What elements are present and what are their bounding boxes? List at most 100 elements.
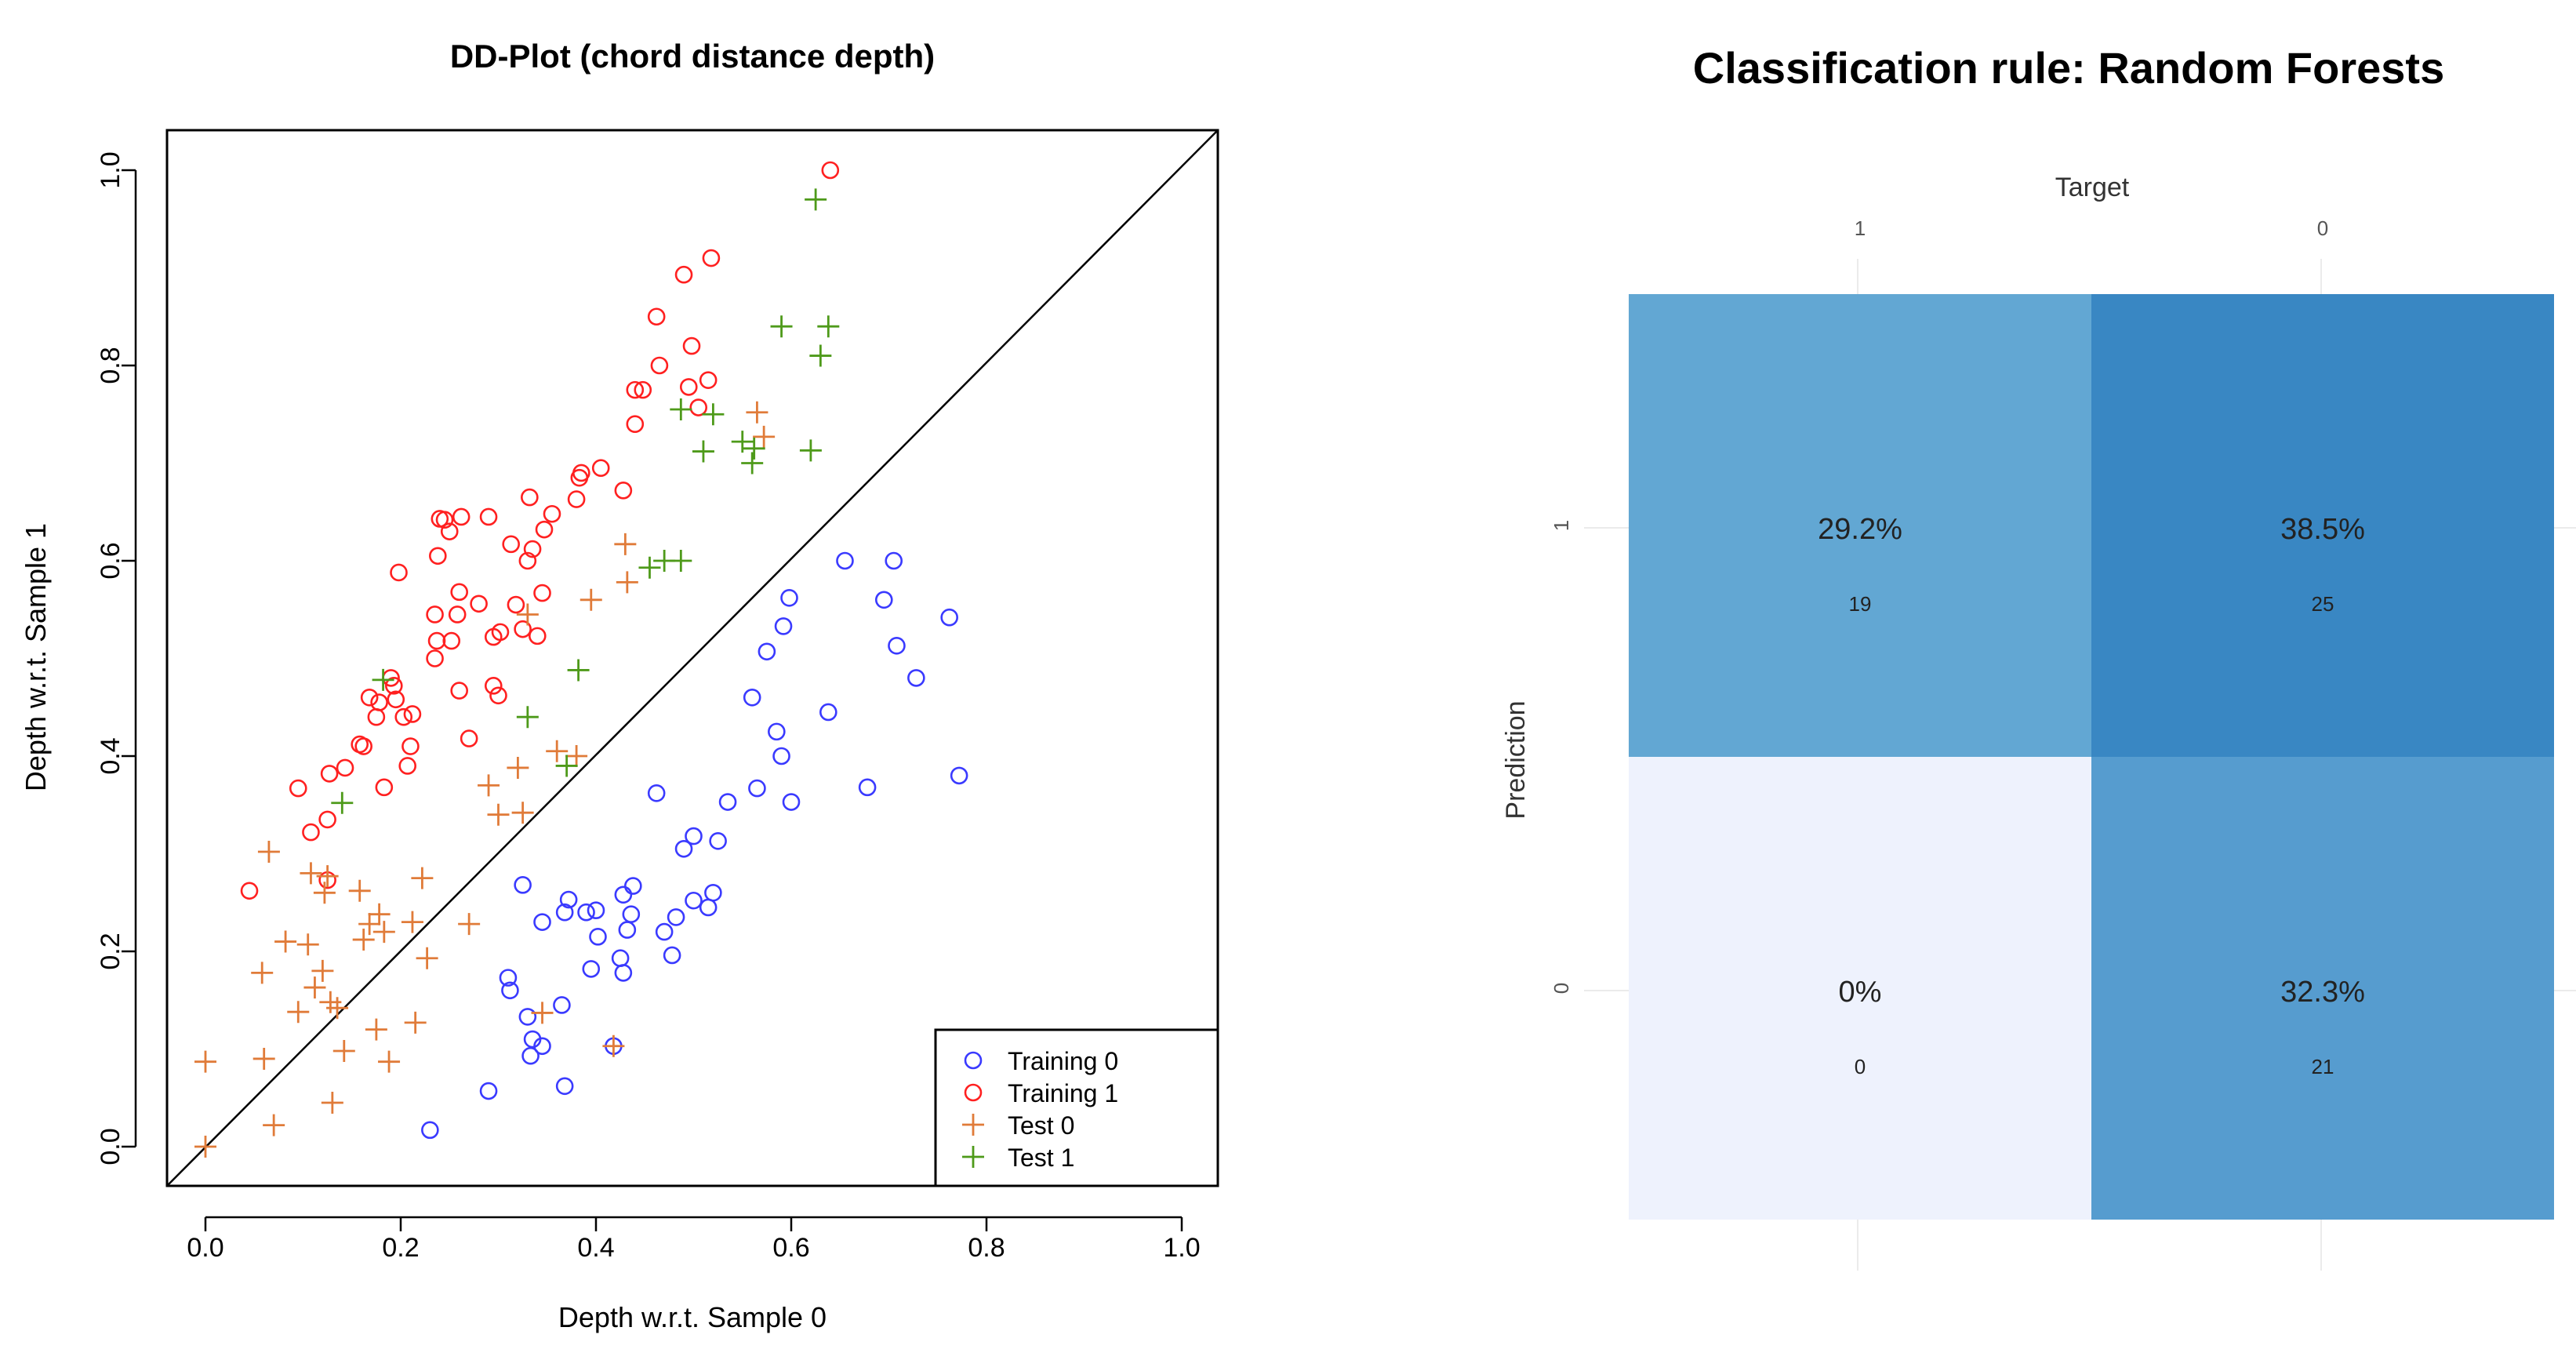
point-training-1 xyxy=(426,649,444,667)
point-training-0 xyxy=(521,1046,540,1065)
point-test-0 xyxy=(487,803,510,826)
point-training-0 xyxy=(685,891,703,910)
point-training-0 xyxy=(748,779,766,798)
point-training-1 xyxy=(502,535,520,554)
series-training-0 xyxy=(421,551,968,1140)
point-training-1 xyxy=(390,563,408,582)
point-training-0 xyxy=(499,969,518,987)
point-training-0 xyxy=(555,903,574,922)
x-tick-label: 0.6 xyxy=(772,1233,809,1263)
legend-label-training-1: Training 1 xyxy=(1008,1079,1118,1107)
point-training-1 xyxy=(674,265,693,284)
point-training-1 xyxy=(626,415,645,434)
y-tick-label: 0.0 xyxy=(96,1128,125,1165)
point-training-1 xyxy=(460,729,478,747)
cm-cell-count: 25 xyxy=(2312,592,2334,616)
point-test-1 xyxy=(770,315,793,338)
point-test-0 xyxy=(313,882,336,904)
point-test-1 xyxy=(743,437,765,460)
point-test-0 xyxy=(368,903,391,925)
point-training-1 xyxy=(634,380,652,399)
point-training-1 xyxy=(426,605,444,624)
point-test-0 xyxy=(614,533,637,555)
point-training-0 xyxy=(518,1008,537,1026)
point-test-0 xyxy=(287,1001,310,1024)
point-test-0 xyxy=(401,911,423,933)
point-test-0 xyxy=(257,841,280,864)
legend-marker-training-1 xyxy=(964,1083,983,1102)
point-test-0 xyxy=(352,929,375,951)
point-training-1 xyxy=(514,620,532,638)
scatter-points xyxy=(194,161,968,1158)
point-training-1 xyxy=(543,504,561,523)
legend-label-training-0: Training 0 xyxy=(1008,1047,1118,1075)
y-axis-label: Depth w.r.t. Sample 1 xyxy=(20,523,52,791)
point-training-0 xyxy=(624,877,642,895)
point-test-0 xyxy=(753,425,776,448)
point-test-1 xyxy=(555,754,578,777)
point-training-1 xyxy=(354,737,372,755)
point-training-1 xyxy=(367,707,386,726)
x-axis-label: Depth w.r.t. Sample 0 xyxy=(558,1301,827,1333)
point-training-0 xyxy=(501,981,519,1000)
point-training-1 xyxy=(650,356,669,375)
point-test-1 xyxy=(670,550,692,572)
point-training-1 xyxy=(375,778,394,797)
point-training-1 xyxy=(626,380,645,399)
point-test-1 xyxy=(670,398,692,421)
point-training-0 xyxy=(514,876,532,894)
legend-item-training-0: Training 0 xyxy=(964,1047,1118,1075)
point-test-0 xyxy=(531,1002,554,1024)
cm-cell-target-1-pred-0: 0% 0 xyxy=(1629,757,2091,1220)
legend-label-test-0: Test 0 xyxy=(1008,1111,1074,1140)
point-training-0 xyxy=(587,901,605,920)
point-training-0 xyxy=(655,922,674,941)
point-test-1 xyxy=(805,188,827,211)
point-training-0 xyxy=(685,827,703,845)
cm-cell-fill xyxy=(1629,294,2091,757)
legend-box xyxy=(934,1028,1219,1187)
point-test-0 xyxy=(616,571,638,594)
point-training-1 xyxy=(450,583,469,602)
point-training-0 xyxy=(553,996,571,1014)
cm-cell-percent: 0% xyxy=(1839,976,1882,1009)
cm-cell-count: 0 xyxy=(1855,1055,1866,1078)
legend-label-test-1: Test 1 xyxy=(1008,1144,1074,1172)
x-tick-label: 0.2 xyxy=(382,1233,419,1263)
point-training-0 xyxy=(888,637,906,655)
point-training-1 xyxy=(821,161,840,180)
point-test-0 xyxy=(194,1050,216,1073)
cm-cell-fill xyxy=(2091,294,2554,757)
point-training-0 xyxy=(874,591,893,609)
point-test-0 xyxy=(458,913,481,936)
point-training-0 xyxy=(577,903,595,922)
y-tick-label: 0.4 xyxy=(96,737,125,774)
point-training-1 xyxy=(479,507,498,526)
point-training-1 xyxy=(614,482,633,500)
x-tick-label: 1.0 xyxy=(1163,1233,1200,1263)
point-training-0 xyxy=(819,703,837,722)
point-training-0 xyxy=(836,551,854,570)
point-training-0 xyxy=(614,885,633,904)
x-tick-label: 0.0 xyxy=(187,1233,223,1263)
dd-plot: DD-Plot (chord distance depth) 0.0 0.2 0.4… xyxy=(20,38,1219,1333)
point-training-1 xyxy=(507,595,525,614)
point-training-0 xyxy=(858,778,877,797)
cm-cell-target-1-pred-1: 29.2% 19 xyxy=(1629,294,2091,757)
point-test-0 xyxy=(602,1034,625,1057)
point-test-0 xyxy=(478,774,500,797)
cm-prediction-label: Prediction xyxy=(1501,700,1531,819)
point-test-0 xyxy=(365,1018,387,1041)
point-training-0 xyxy=(533,913,551,931)
point-training-1 xyxy=(336,758,354,777)
legend: Training 0 Training 1 Test 0 Test 1 xyxy=(934,1028,1219,1187)
point-training-0 xyxy=(555,1077,574,1096)
y-tick-label: 0.2 xyxy=(96,933,125,969)
point-test-1 xyxy=(567,659,590,682)
point-test-1 xyxy=(731,431,754,453)
point-test-0 xyxy=(194,1136,216,1158)
point-test-0 xyxy=(404,1011,427,1034)
cm-cells: 29.2% 19 38.5% 25 0% 0 32.3% 21 xyxy=(1629,294,2554,1220)
